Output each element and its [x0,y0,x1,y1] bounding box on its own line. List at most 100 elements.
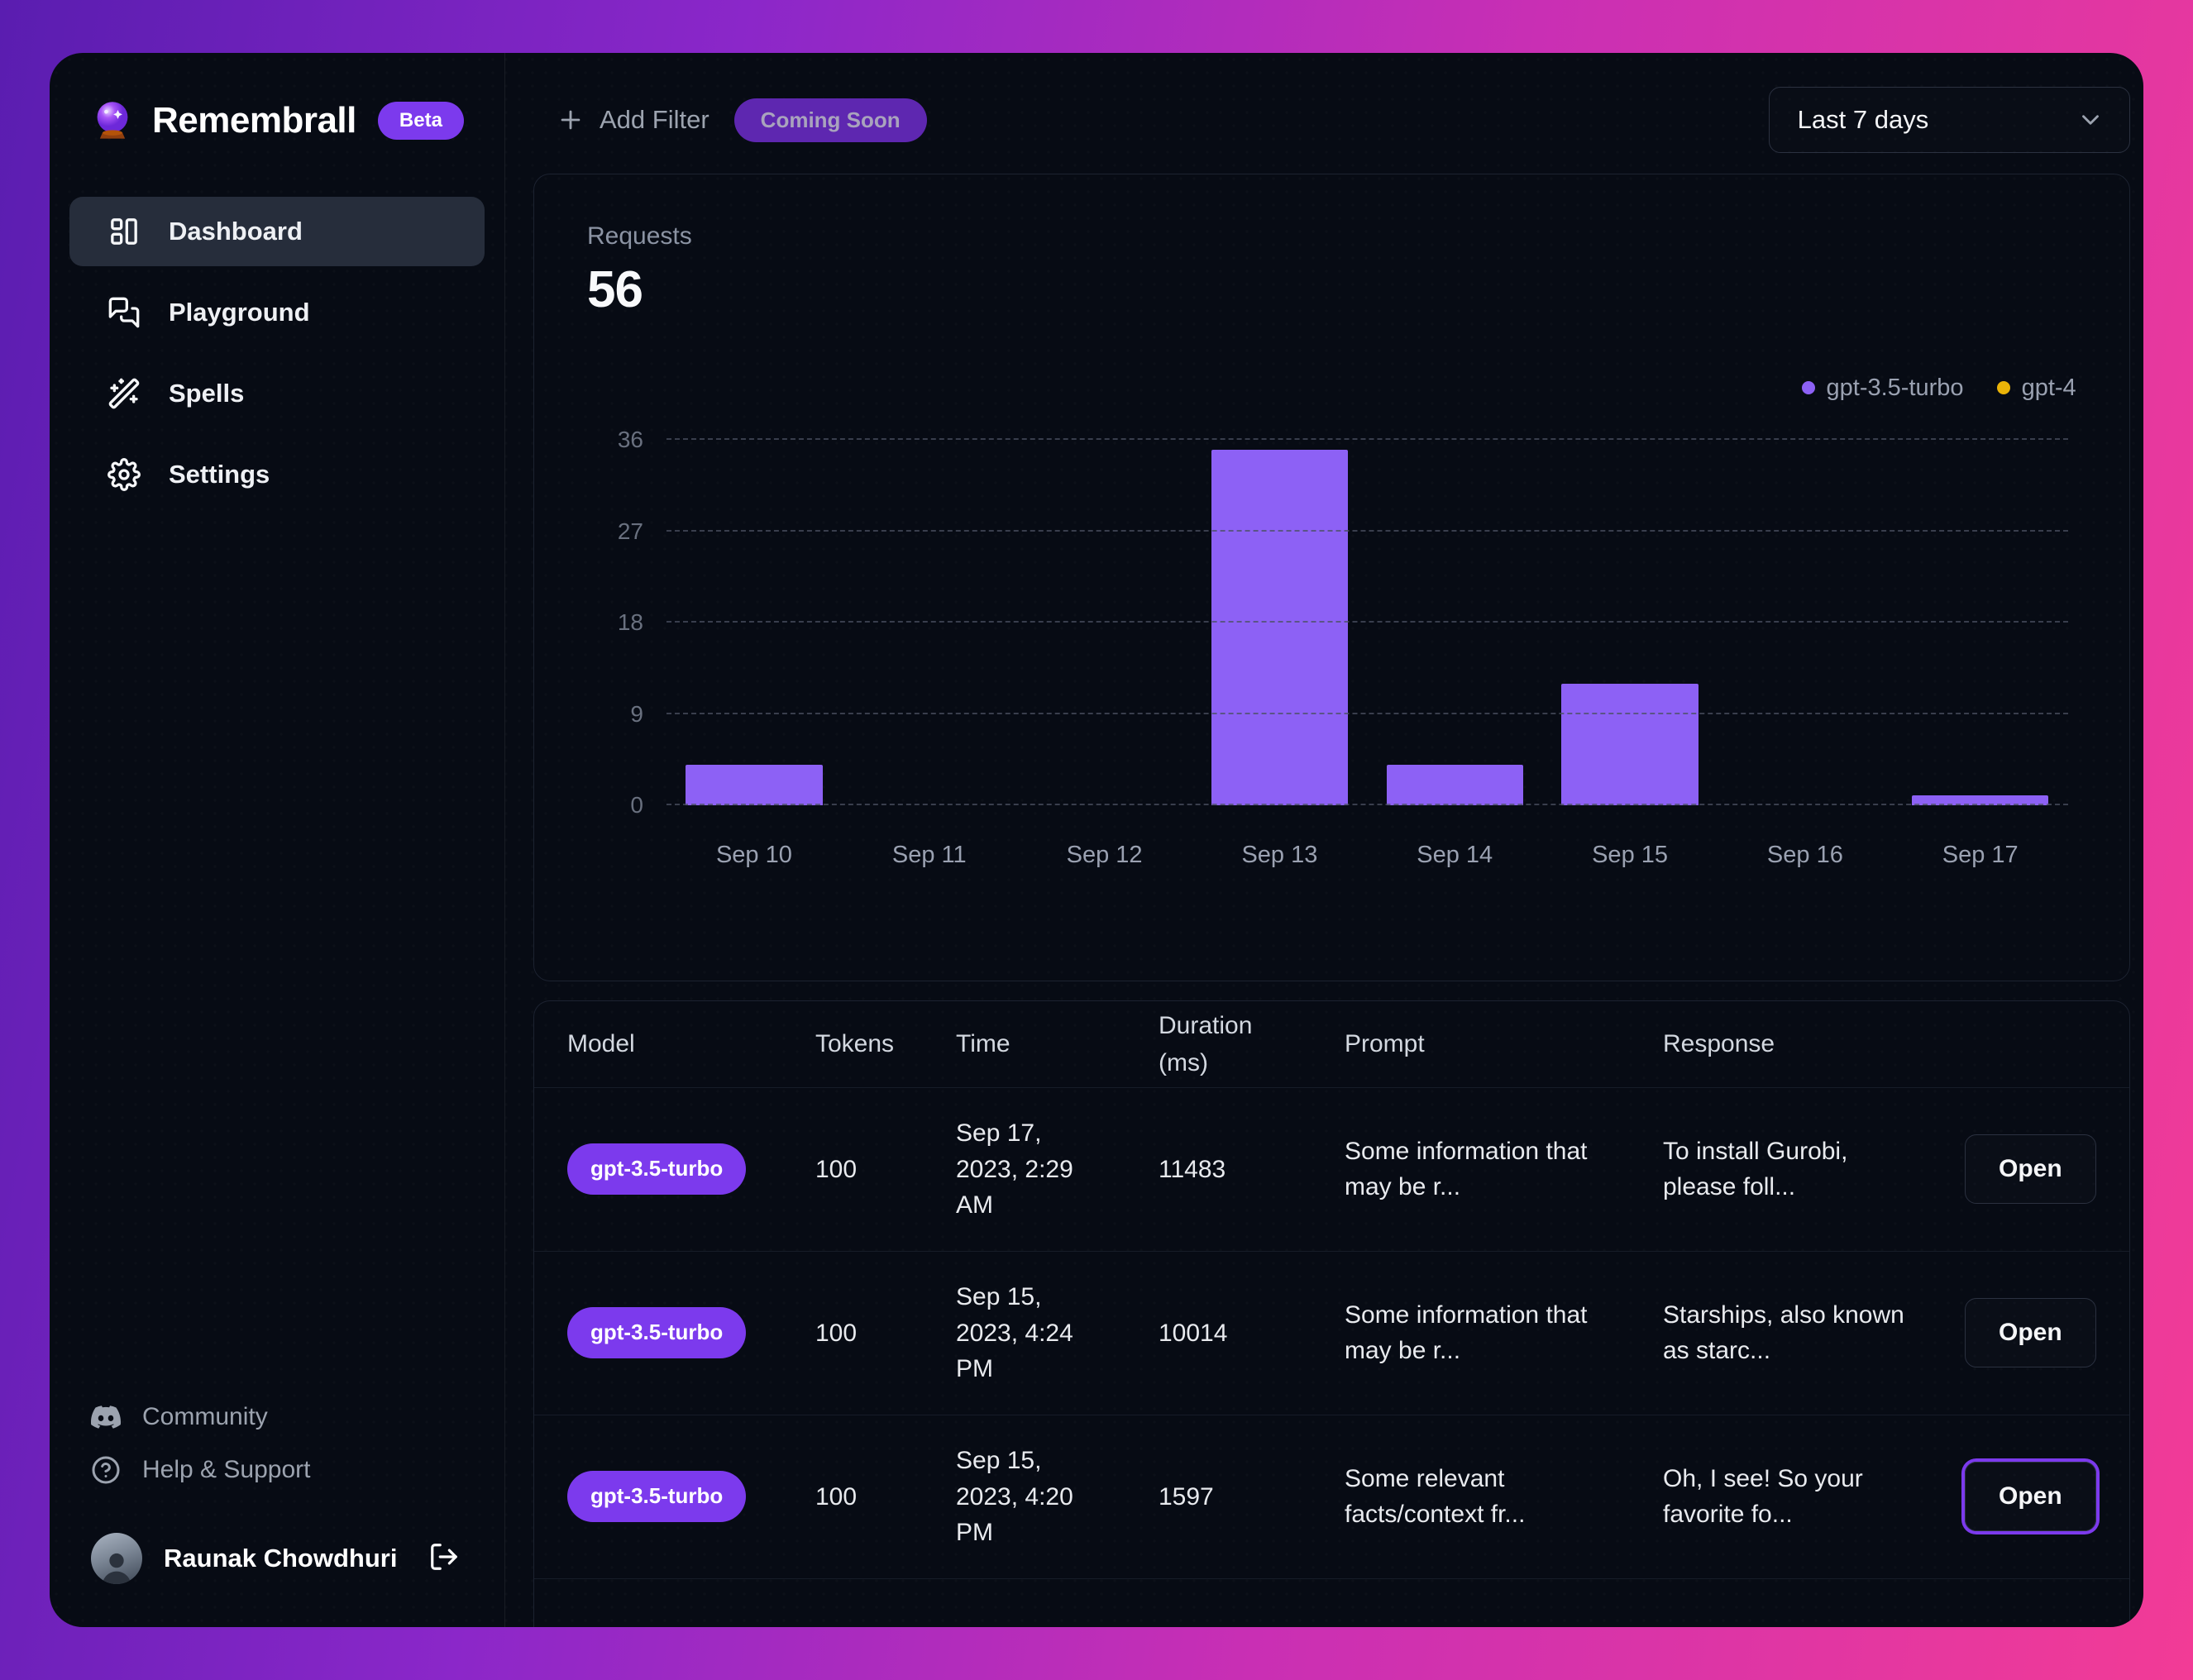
brand: Remembrall Beta [91,99,485,142]
coming-soon-badge: Coming Soon [733,98,927,142]
bar-gpt-3.5-turbo [1211,450,1348,805]
column-header-response: Response [1663,1030,1775,1058]
bar-column-sep-14 [1367,440,1542,805]
duration-cell: 1597 [1159,1482,1214,1511]
bar-gpt-3.5-turbo [1912,795,2049,805]
plus-icon [561,110,580,130]
community-link[interactable]: Community [91,1402,485,1432]
requests-table-card: Model Tokens Time Duration (ms) Prompt R… [533,1000,2130,1627]
sidebar-item-settings[interactable]: Settings [69,440,485,509]
sidebar-item-spells[interactable]: Spells [69,359,485,428]
duration-cell: 11483 [1159,1155,1226,1183]
model-badge: gpt-3.5-turbo [567,1307,747,1359]
gridline-y-18: 18 [618,609,2068,635]
date-range-select[interactable]: Last 7 days [1768,87,2130,153]
bar-chart-plot: 0 9 18 27 36 [618,427,2068,818]
dashboard-icon [111,218,137,245]
sidebar-nav: Dashboard Playground Spells [69,197,485,509]
table-row-partial [534,1579,2129,1627]
bar-column-sep-16 [1718,440,1893,805]
legend-item-gpt-4: gpt-4 [1996,375,2076,402]
response-cell: Starships, also known as starc... [1663,1301,1904,1365]
legend-label: gpt-3.5-turbo [1826,374,1964,401]
x-axis-tick: Sep 16 [1766,842,1843,868]
beta-badge: Beta [377,102,464,140]
column-header-model: Model [567,1030,635,1058]
bars-layer [666,440,2068,805]
add-filter-label: Add Filter [600,105,710,134]
logout-icon[interactable] [428,1541,460,1577]
gridline-y-36: 36 [618,427,2068,452]
y-axis-tick: 9 [630,700,643,727]
sidebar-item-label: Settings [169,460,270,489]
user-profile[interactable]: Raunak Chowdhuri [91,1533,485,1584]
requests-chart-card: Requests 56 gpt-3.5-turbo gpt-4 0 9 18 27 36… [533,174,2130,981]
sidebar-item-dashboard[interactable]: Dashboard [69,197,485,266]
app-window: Remembrall Beta Dashboard Playground [50,53,2143,1627]
tokens-cell: 100 [815,1482,858,1511]
model-badge: gpt-3.5-turbo [567,1143,747,1196]
x-axis-labels: Sep 10 Sep 11 Sep 12 Sep 13 Sep 14 Sep 15 Sep … [666,842,2068,869]
open-button[interactable]: Open [1965,1462,2096,1532]
table-row[interactable]: gpt-3.5-turbo 100 Sep 15, 2023, 4:24 PM … [534,1252,2129,1415]
y-axis-tick: 36 [617,427,643,452]
main-content: Add Filter Coming Soon Last 7 days Reque… [505,53,2143,1627]
chevron-down-icon [2081,115,2099,125]
add-filter-button[interactable]: Add Filter [557,105,710,135]
chat-bubbles-icon [108,297,140,328]
x-axis-tick: Sep 11 [891,842,967,868]
duration-cell: 10014 [1159,1319,1228,1347]
y-axis-tick: 27 [617,518,643,544]
community-label: Community [142,1403,268,1430]
x-axis-tick: Sep 17 [1942,842,2019,868]
topbar: Add Filter Coming Soon Last 7 days [533,87,2130,153]
help-circle-icon [92,1456,120,1484]
response-cell: To install Gurobi, please foll... [1663,1137,1848,1201]
gear-icon [108,458,141,491]
help-support-label: Help & Support [142,1456,311,1483]
time-cell: Sep 15, 2023, 4:20 PM [956,1447,1073,1547]
tokens-cell: 100 [815,1319,858,1347]
metric-value: 56 [587,261,643,318]
discord-icon [91,1406,121,1429]
x-axis-tick: Sep 12 [1066,842,1143,868]
column-header-tokens: Tokens [815,1030,895,1058]
sidebar-item-label: Spells [169,379,245,408]
user-name: Raunak Chowdhuri [164,1544,398,1573]
open-button[interactable]: Open [1965,1134,2096,1205]
open-button[interactable]: Open [1965,1298,2096,1368]
bar-column-sep-11 [842,440,1017,805]
time-cell: Sep 17, 2023, 2:29 AM [956,1119,1073,1219]
y-axis-tick: 18 [617,609,643,635]
chart-legend: gpt-3.5-turbo gpt-4 [587,374,2076,402]
sidebar-footer: Community Help & Support [91,1402,485,1485]
y-axis-tick: 0 [630,792,643,818]
avatar [91,1533,142,1584]
sidebar: Remembrall Beta Dashboard Playground [50,53,505,1627]
column-header-prompt: Prompt [1345,1030,1425,1058]
bar-gpt-3.5-turbo [1386,764,1523,805]
bar-column-sep-17 [1893,440,2068,805]
x-axis-tick: Sep 10 [715,842,792,868]
metric-label: Requests [587,222,692,250]
bar-gpt-3.5-turbo [686,764,823,805]
date-range-value: Last 7 days [1797,105,1929,134]
column-header-time: Time [956,1030,1010,1058]
help-support-link[interactable]: Help & Support [91,1455,485,1485]
prompt-cell: Some relevant facts/context fr... [1345,1464,1526,1529]
prompt-cell: Some information that may be r... [1345,1137,1588,1201]
magic-wand-icon [108,378,140,409]
sidebar-item-label: Playground [169,298,310,327]
column-header-duration: Duration (ms) [1159,1011,1253,1076]
prompt-cell: Some information that may be r... [1345,1301,1588,1365]
bar-column-sep-12 [1017,440,1192,805]
legend-item-gpt-3-5-turbo: gpt-3.5-turbo [1801,374,1964,402]
gridline-y-27: 27 [618,518,2068,544]
table-row[interactable]: gpt-3.5-turbo 100 Sep 17, 2023, 2:29 AM … [534,1088,2129,1252]
response-cell: Oh, I see! So your favorite fo... [1663,1464,1863,1529]
x-axis-tick: Sep 14 [1417,842,1493,868]
sidebar-item-playground[interactable]: Playground [69,278,485,347]
table-row[interactable]: gpt-3.5-turbo 100 Sep 15, 2023, 4:20 PM … [534,1415,2129,1579]
legend-dot-yellow [1996,381,2010,394]
table-header-row: Model Tokens Time Duration (ms) Prompt R… [534,1001,2129,1088]
